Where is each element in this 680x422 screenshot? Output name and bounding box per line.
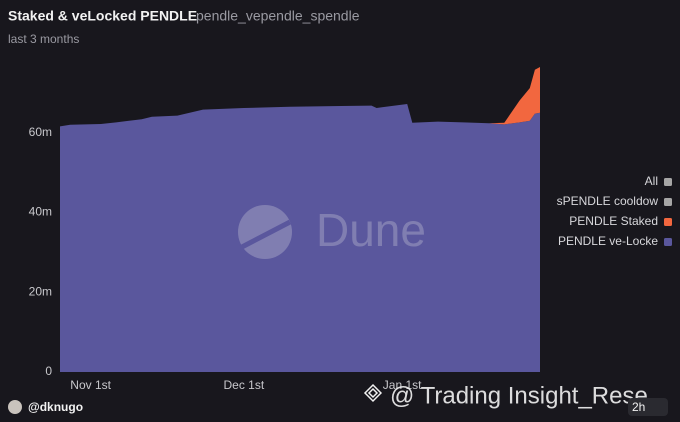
legend-swatch: [664, 218, 672, 226]
age-badge: [628, 398, 668, 416]
query-name[interactable]: pendle_vependle_spendle: [196, 8, 360, 24]
age: 2h: [632, 400, 645, 414]
legend-item[interactable]: All: [645, 174, 672, 188]
y-tick-label: 0: [45, 364, 52, 378]
watermark: Dune: [238, 204, 426, 259]
legend-label: PENDLE Staked: [569, 214, 658, 228]
chart-title: Staked & veLocked PENDLE: [8, 8, 197, 24]
y-tick-label: 40m: [29, 205, 52, 219]
legend-swatch: [664, 238, 672, 246]
area: [60, 104, 540, 372]
x-tick-label: Nov 1st: [70, 378, 111, 392]
overlay-icon: [363, 383, 383, 403]
overlay-text: @ Trading Insight_Rese: [390, 382, 648, 409]
legend-item[interactable]: sPENDLE cooldow: [557, 194, 672, 208]
y-tick-label: 60m: [29, 125, 52, 139]
avatar[interactable]: [8, 400, 22, 414]
x-tick-label: Dec 1st: [223, 378, 264, 392]
legend-label: PENDLE ve-Locke: [558, 234, 658, 248]
author[interactable]: @dknugo: [28, 400, 83, 414]
y-tick-label: 20m: [29, 284, 52, 298]
x-tick-label: Jan 1st: [383, 378, 422, 392]
legend-swatch: [664, 198, 672, 206]
area: [488, 67, 540, 125]
legend-item[interactable]: PENDLE ve-Locke: [558, 234, 672, 248]
dune-logo: [238, 205, 292, 259]
legend-item[interactable]: PENDLE Staked: [569, 214, 672, 228]
dune-logo-stripe: [238, 219, 292, 251]
legend-label: All: [645, 174, 658, 188]
overlay-watermark: @ Trading Insight_Rese: [363, 382, 648, 409]
legend-swatch: [664, 178, 672, 186]
subtitle: last 3 months: [8, 32, 79, 46]
plot: 0 20m 40m 60m Nov 1st Dec 1st Jan 1st All sPENDL…: [29, 67, 672, 392]
legend-label: sPENDLE cooldow: [557, 194, 659, 208]
dune-text: Dune: [316, 204, 426, 256]
